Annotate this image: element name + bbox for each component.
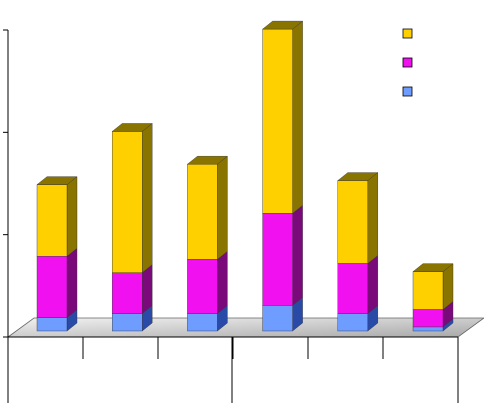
bar-segment <box>36 184 68 257</box>
bar-side <box>66 176 78 257</box>
bar-side <box>292 204 303 306</box>
bar-side <box>66 247 78 319</box>
bar-top <box>337 172 379 181</box>
bar-top <box>36 176 78 185</box>
bar-segment <box>36 256 68 318</box>
bar-side <box>367 172 378 264</box>
bar-top <box>262 20 304 30</box>
bar-side <box>367 255 378 315</box>
bar-segment <box>412 309 444 328</box>
bar-top <box>111 123 153 132</box>
legend-swatch <box>402 86 413 97</box>
legend-swatch <box>402 28 413 39</box>
bar-side <box>292 20 303 214</box>
bar-segment <box>111 313 143 332</box>
bar-segment <box>262 28 293 214</box>
bar-side <box>141 123 153 274</box>
bar-side <box>217 155 228 260</box>
bar-segment <box>412 326 444 332</box>
bar-segment <box>111 272 143 314</box>
bar-segment <box>412 271 444 310</box>
bar-segment <box>187 259 218 314</box>
bar-side <box>217 250 228 315</box>
bar-segment <box>337 180 368 264</box>
legend-swatch <box>402 57 413 68</box>
bar-segment <box>337 263 368 314</box>
bar-segment <box>36 317 68 332</box>
bar-segment <box>187 163 218 260</box>
bar-side <box>141 264 153 315</box>
bar-segment <box>187 313 218 332</box>
bar-top <box>186 155 228 165</box>
bar-segment <box>337 313 368 332</box>
bar-top <box>412 263 454 272</box>
bar-segment <box>111 131 143 273</box>
bar-segment <box>262 213 293 306</box>
bar-segment <box>262 305 293 332</box>
floor <box>6 317 484 338</box>
